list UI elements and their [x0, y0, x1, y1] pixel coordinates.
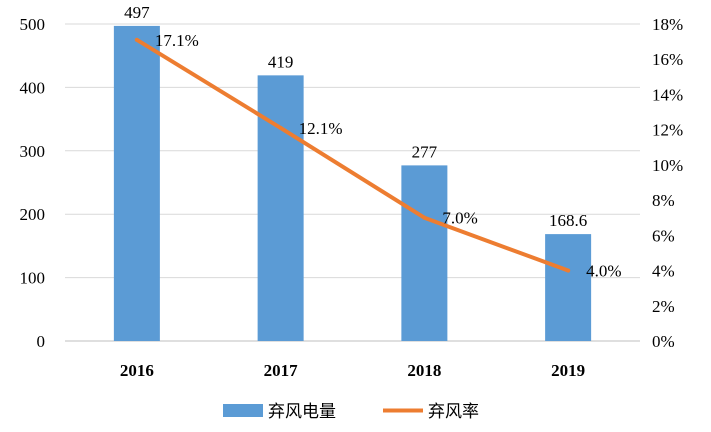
line-value-label: 7.0%	[442, 209, 477, 228]
right-tick-label: 6%	[652, 226, 675, 245]
bar-value-label: 419	[268, 52, 294, 71]
legend: 弃风电量 弃风率	[223, 402, 479, 422]
right-tick-label: 0%	[652, 332, 675, 351]
bar-value-label: 497	[124, 3, 150, 22]
right-tick-label: 12%	[652, 121, 683, 140]
bar	[545, 234, 592, 341]
legend-bar-swatch	[223, 404, 263, 417]
bar	[401, 165, 448, 341]
x-tick-label: 2018	[407, 361, 441, 380]
x-tick-label: 2019	[551, 361, 585, 380]
line-point	[278, 125, 283, 130]
right-tick-label: 16%	[652, 50, 683, 69]
bar-value-label: 277	[412, 142, 438, 161]
line-value-label: 4.0%	[586, 262, 621, 281]
left-tick-label: 400	[20, 78, 46, 97]
line-series	[134, 37, 571, 273]
line-value-label: 17.1%	[155, 31, 199, 50]
x-axis-ticks: 2016 2017 2018 2019	[120, 361, 585, 380]
left-axis-ticks: 0 100 200 300 400 500	[20, 15, 46, 351]
legend-bar-label: 弃风电量	[268, 402, 336, 422]
grid-lines	[65, 23, 640, 342]
right-tick-label: 14%	[652, 85, 683, 104]
right-tick-label: 4%	[652, 262, 675, 281]
x-tick-label: 2016	[120, 361, 154, 380]
line-point	[134, 37, 139, 42]
bar-series	[113, 25, 592, 341]
right-tick-label: 18%	[652, 15, 683, 34]
line-path	[134, 37, 571, 273]
left-tick-label: 0	[37, 332, 46, 351]
bar	[257, 75, 304, 341]
right-tick-label: 2%	[652, 297, 675, 316]
line-value-label: 12.1%	[299, 119, 343, 138]
line-point	[422, 215, 427, 220]
bar	[113, 25, 160, 341]
right-tick-label: 8%	[652, 191, 675, 210]
left-tick-label: 200	[20, 205, 46, 224]
left-tick-label: 500	[20, 15, 46, 34]
x-tick-label: 2017	[264, 361, 299, 380]
left-tick-label: 100	[20, 269, 46, 288]
line-point	[566, 268, 571, 273]
legend-line-label: 弃风率	[428, 402, 479, 422]
left-tick-label: 300	[20, 142, 46, 161]
right-axis-ticks: 0% 2% 4% 6% 8% 10% 12% 14% 16% 18%	[652, 15, 683, 351]
bar-value-label: 168.6	[549, 211, 587, 230]
right-tick-label: 10%	[652, 156, 683, 175]
data-labels: 497 419 277 168.6 17.1% 12.1% 7.0% 4.0%	[124, 3, 621, 281]
